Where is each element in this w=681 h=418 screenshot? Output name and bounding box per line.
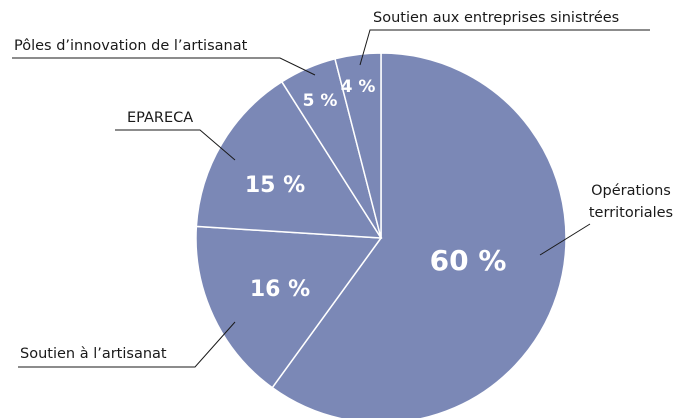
value-label: 60 % [430,244,507,277]
leader-line [359,29,650,66]
category-label: Soutien aux entreprises sinistrées [373,10,620,26]
pie-slice [334,52,382,239]
pie-slice [195,225,383,389]
value-label: 5 % [303,91,338,111]
category-label: Soutien à l’artisanat [20,346,167,362]
category-label: Opérations territoriales [588,183,674,221]
pie-slice [195,80,383,239]
value-label: 4 % [341,77,376,97]
leader-line [18,321,236,368]
value-label: 15 % [245,173,305,198]
leader-line [539,223,591,256]
leader-line [12,57,316,76]
value-label: 16 % [250,277,310,302]
category-label: Pôles d’innovation de l’artisanat [14,38,248,54]
category-label: EPARECA [127,110,194,126]
pie-slice [271,52,567,418]
leader-line [115,129,236,161]
